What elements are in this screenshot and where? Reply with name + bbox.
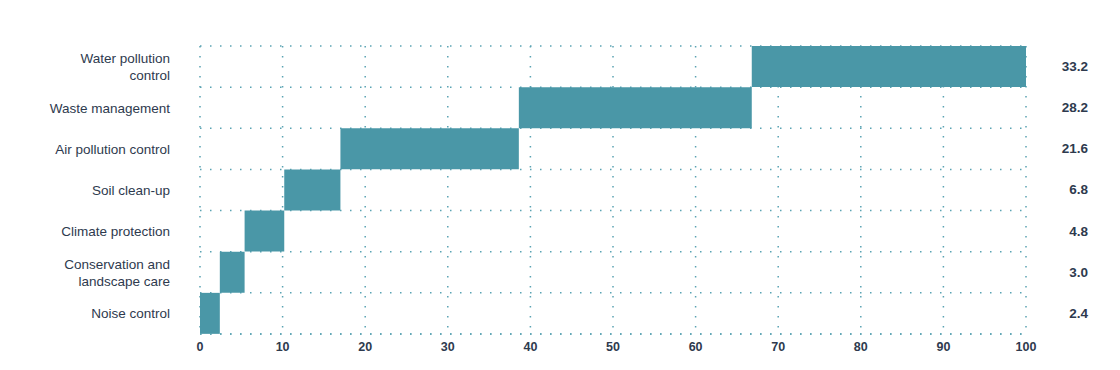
svg-text:60: 60 [689, 340, 703, 354]
svg-text:Water pollutioncontrol: Water pollutioncontrol [80, 51, 170, 83]
svg-text:30: 30 [441, 340, 455, 354]
svg-text:Conservation andlandscape care: Conservation andlandscape care [64, 256, 170, 288]
svg-text:21.6: 21.6 [1062, 141, 1089, 156]
svg-text:Air pollution control: Air pollution control [55, 141, 170, 156]
svg-text:Waste management: Waste management [50, 100, 171, 115]
svg-text:6.8: 6.8 [1069, 182, 1088, 197]
svg-text:0: 0 [197, 340, 204, 354]
svg-text:90: 90 [936, 340, 950, 354]
svg-text:33.2: 33.2 [1062, 59, 1088, 74]
svg-text:2.4: 2.4 [1069, 306, 1088, 321]
svg-text:Climate protection: Climate protection [61, 224, 170, 239]
svg-text:100: 100 [1016, 340, 1037, 354]
svg-text:3.0: 3.0 [1069, 265, 1088, 280]
svg-text:Soil clean-up: Soil clean-up [92, 183, 170, 198]
svg-text:70: 70 [771, 340, 785, 354]
svg-text:Noise control: Noise control [91, 306, 170, 321]
svg-text:4.8: 4.8 [1069, 224, 1088, 239]
svg-text:10: 10 [276, 340, 290, 354]
svg-text:80: 80 [854, 340, 868, 354]
svg-text:40: 40 [523, 340, 537, 354]
svg-text:20: 20 [358, 340, 372, 354]
svg-text:28.2: 28.2 [1062, 100, 1088, 115]
svg-text:50: 50 [606, 340, 620, 354]
